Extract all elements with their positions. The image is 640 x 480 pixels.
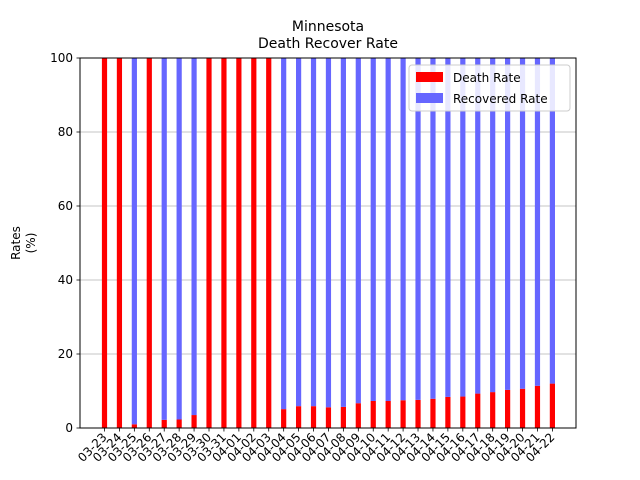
- y-tick-label: 20: [58, 347, 73, 361]
- recovered-rate-bar: [191, 58, 197, 416]
- death-rate-bar: [221, 58, 227, 428]
- death-rate-bar: [549, 383, 555, 428]
- legend: Death Rate Recovered Rate: [408, 64, 571, 112]
- death-rate-bar: [355, 403, 361, 428]
- death-rate-bar: [400, 400, 406, 428]
- death-rate-bar: [325, 407, 332, 428]
- death-rate-bar: [460, 396, 466, 428]
- recovered-rate-bar: [490, 58, 496, 393]
- death-rate-bar: [430, 398, 436, 428]
- death-rate-bar: [385, 400, 391, 428]
- chart-subtitle: Death Recover Rate: [258, 36, 398, 52]
- recovered-rate-bar: [295, 58, 302, 407]
- death-rate-bar: [191, 415, 197, 428]
- death-rate-bar: [251, 58, 257, 428]
- death-rate-bar: [475, 393, 481, 428]
- death-rate-bar: [176, 419, 182, 428]
- death-rate-bar: [519, 388, 526, 428]
- recovered-rate-bar: [400, 58, 406, 401]
- death-rate-bar: [101, 58, 108, 428]
- recovered-rate-bar: [475, 58, 481, 394]
- recovered-rate-bar: [549, 58, 555, 384]
- recovered-rate-bar: [385, 58, 391, 401]
- recovered-rate-bar: [325, 58, 332, 408]
- y-tick-label: 60: [58, 199, 73, 213]
- y-tick-label: 80: [58, 125, 73, 139]
- y-axis-label-text: Rates(%): [9, 226, 38, 260]
- recovered-rate-bar: [131, 58, 137, 425]
- recovered-rate-bar: [355, 58, 361, 404]
- y-tick-label: 40: [58, 273, 73, 287]
- death-rate-bar: [146, 58, 152, 428]
- death-rate-bar: [445, 396, 451, 428]
- legend-box: [408, 64, 571, 112]
- legend-label: Death Rate: [453, 71, 521, 85]
- recovered-rate-bar: [534, 58, 541, 386]
- y-axis-label: Rates(%): [9, 226, 38, 260]
- death-rate-bar: [131, 424, 137, 428]
- recovered-rate-bar: [415, 58, 421, 400]
- recovered-rate-bar: [430, 58, 436, 399]
- death-rate-bar: [340, 406, 346, 428]
- death-rate-bar: [310, 406, 317, 428]
- legend-swatch-recovered-rate: [416, 93, 443, 103]
- recovered-rate-bar: [310, 58, 317, 407]
- recovered-rate-bar: [505, 58, 511, 390]
- recovered-rate-bar: [460, 58, 466, 397]
- legend-label: Recovered Rate: [453, 92, 548, 106]
- y-axis-ticks: 0 20 40 60 80 100: [50, 51, 80, 435]
- bar-series: [101, 58, 555, 428]
- recovered-rate-bar: [281, 58, 287, 410]
- death-rate-bar: [295, 406, 302, 428]
- death-rate-bar: [370, 400, 376, 428]
- death-rate-bar: [206, 58, 212, 428]
- death-rate-bar: [266, 58, 272, 428]
- recovered-rate-bar: [176, 58, 182, 420]
- plot-frame: [79, 57, 577, 429]
- death-rate-bar: [415, 399, 421, 428]
- legend-swatch-death-rate: [416, 72, 443, 82]
- death-rate-bar: [236, 58, 242, 428]
- death-rate-bar: [505, 389, 511, 428]
- recovered-rate-bar: [445, 58, 451, 397]
- recovered-rate-bar: [161, 58, 167, 420]
- recovered-rate-bar: [519, 58, 526, 389]
- death-rate-bar: [490, 392, 496, 428]
- recovered-rate-bar: [370, 58, 376, 401]
- death-rate-bar: [116, 58, 123, 428]
- death-rate-bar: [281, 409, 287, 428]
- chart-title: Minnesota: [292, 19, 364, 35]
- y-tick-label: 0: [65, 421, 73, 435]
- death-rate-bar: [534, 385, 541, 428]
- recovered-rate-bar: [340, 58, 346, 407]
- y-tick-label: 100: [50, 51, 73, 65]
- death-rate-bar: [161, 419, 167, 428]
